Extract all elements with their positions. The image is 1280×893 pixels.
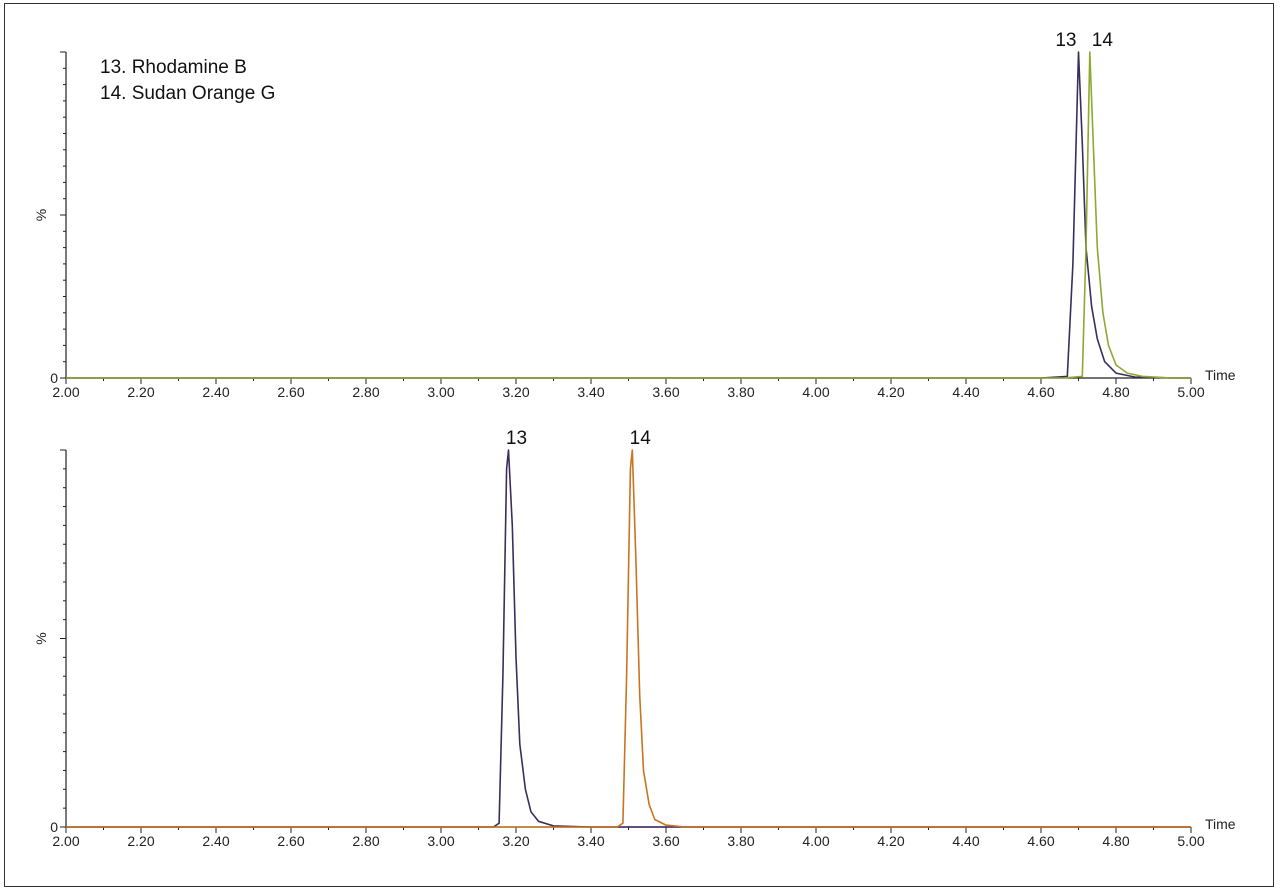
x-tick-label: 3.20 bbox=[502, 833, 529, 849]
y-tick-label-zero: 0 bbox=[50, 819, 58, 835]
series-line-2 bbox=[66, 51, 1191, 379]
x-tick-label: 3.40 bbox=[577, 384, 604, 400]
x-tick-label: 2.60 bbox=[277, 833, 304, 849]
panel-2: 2.00 2.20 2.40 2.60 2.80 3.00 3.20 3.40 3.60 3.80… bbox=[33, 428, 1236, 849]
x-tick-label: 4.80 bbox=[1102, 833, 1129, 849]
x-tick-label: 2.80 bbox=[352, 384, 379, 400]
x-tick-label: 2.40 bbox=[202, 833, 229, 849]
x-tick-label: 3.80 bbox=[727, 833, 754, 849]
series-line-2 bbox=[66, 449, 1191, 828]
x-tick-label: 4.40 bbox=[952, 384, 979, 400]
x-tick-label: 2.00 bbox=[52, 384, 79, 400]
x-tick-label: 2.20 bbox=[127, 384, 154, 400]
x-tick-label: 2.00 bbox=[52, 833, 79, 849]
x-tick-label: 3.80 bbox=[727, 384, 754, 400]
x-tick-label: 4.60 bbox=[1027, 384, 1054, 400]
peak-label: 14 bbox=[630, 428, 652, 449]
legend-entry: 14. Sudan Orange G bbox=[100, 83, 275, 104]
y-axis-title: % bbox=[33, 632, 49, 644]
x-tick-label: 4.40 bbox=[952, 833, 979, 849]
series-line-1 bbox=[66, 449, 1191, 828]
x-tick-label: 4.00 bbox=[802, 384, 829, 400]
x-tick-label: 4.00 bbox=[802, 833, 829, 849]
x-axis-title: Time bbox=[1205, 367, 1236, 383]
peak-label: 13 bbox=[1055, 30, 1076, 51]
legend-entry: 13. Rhodamine B bbox=[100, 57, 247, 78]
x-axis-title: Time bbox=[1205, 816, 1236, 832]
x-tick-label: 5.00 bbox=[1177, 833, 1204, 849]
series-line-1 bbox=[66, 51, 1191, 379]
peak-label: 14 bbox=[1092, 30, 1114, 51]
x-tick-label: 3.40 bbox=[577, 833, 604, 849]
x-tick-label: 3.60 bbox=[652, 384, 679, 400]
x-tick-label: 4.60 bbox=[1027, 833, 1054, 849]
x-tick-label: 3.00 bbox=[427, 384, 454, 400]
chart-frame bbox=[4, 3, 1274, 887]
y-axis-title: % bbox=[33, 209, 49, 221]
panel-1: 2.00 2.20 2.40 2.60 2.80 3.00 3.20 3.40 3.60 3.80… bbox=[33, 30, 1236, 400]
x-tick-label: 4.80 bbox=[1102, 384, 1129, 400]
x-tick-label: 3.00 bbox=[427, 833, 454, 849]
y-tick-label-zero: 0 bbox=[50, 370, 58, 386]
x-tick-label: 5.00 bbox=[1177, 384, 1204, 400]
x-tick-label: 4.20 bbox=[877, 384, 904, 400]
x-tick-label: 3.20 bbox=[502, 384, 529, 400]
peak-label: 13 bbox=[506, 428, 527, 449]
x-tick-label: 2.40 bbox=[202, 384, 229, 400]
x-tick-label: 2.20 bbox=[127, 833, 154, 849]
x-tick-label: 4.20 bbox=[877, 833, 904, 849]
x-tick-label: 2.80 bbox=[352, 833, 379, 849]
x-tick-label: 2.60 bbox=[277, 384, 304, 400]
x-tick-label: 3.60 bbox=[652, 833, 679, 849]
